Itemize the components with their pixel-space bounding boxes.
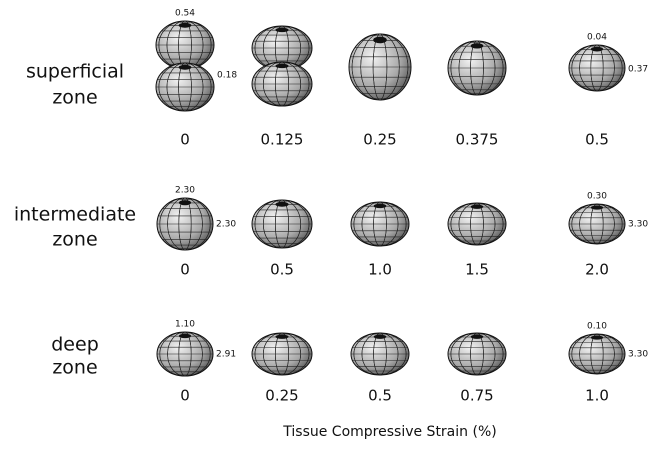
strain-label: 1.5 bbox=[465, 261, 489, 279]
pole bbox=[373, 37, 387, 44]
pole bbox=[179, 23, 192, 28]
strain-label: 0.5 bbox=[585, 131, 609, 149]
pole bbox=[179, 200, 191, 205]
strain-label: 0.5 bbox=[270, 261, 294, 279]
strain-label: 0.25 bbox=[265, 387, 298, 405]
side-annotation: 3.30 bbox=[628, 220, 648, 230]
pole bbox=[471, 335, 484, 339]
top-annotation: 0.30 bbox=[587, 192, 607, 202]
pole bbox=[179, 334, 191, 338]
strain-label: 0 bbox=[180, 261, 190, 279]
strain-label: 0.75 bbox=[460, 387, 493, 405]
top-annotation: 2.30 bbox=[175, 186, 195, 196]
top-annotation: 0.54 bbox=[175, 9, 195, 19]
pole bbox=[179, 65, 192, 70]
top-annotation: 0.04 bbox=[587, 33, 607, 43]
strain-label: 2.0 bbox=[585, 261, 609, 279]
pole bbox=[275, 64, 288, 68]
side-annotation: 2.91 bbox=[216, 350, 236, 360]
strain-label: 0.25 bbox=[363, 131, 396, 149]
row-label: zone bbox=[52, 87, 97, 109]
pole bbox=[591, 206, 603, 210]
pole bbox=[591, 336, 603, 340]
row-label: deep bbox=[51, 334, 99, 356]
pole bbox=[275, 28, 288, 32]
pole bbox=[471, 43, 484, 48]
pole bbox=[591, 47, 603, 52]
pole bbox=[471, 205, 484, 209]
side-annotation: 2.30 bbox=[216, 220, 236, 230]
side-annotation: 0.18 bbox=[217, 71, 237, 81]
row-label: zone bbox=[52, 229, 97, 251]
strain-label: 1.0 bbox=[368, 261, 392, 279]
side-annotation: 0.37 bbox=[628, 65, 648, 75]
strain-label: 0.125 bbox=[261, 131, 304, 149]
row-label: superficial bbox=[26, 61, 124, 83]
pole bbox=[275, 335, 288, 339]
side-annotation: 3.30 bbox=[628, 350, 648, 360]
top-annotation: 1.10 bbox=[175, 320, 195, 330]
strain-label: 0 bbox=[180, 387, 190, 405]
top-annotation: 0.10 bbox=[587, 322, 607, 332]
pole bbox=[374, 335, 387, 339]
strain-label: 0.375 bbox=[456, 131, 499, 149]
pole bbox=[275, 202, 288, 207]
row-label: zone bbox=[52, 357, 97, 379]
strain-label: 0.5 bbox=[368, 387, 392, 405]
x-axis-label: Tissue Compressive Strain (%) bbox=[282, 424, 496, 440]
pole bbox=[374, 204, 387, 208]
row-label: intermediate bbox=[14, 204, 136, 226]
figure: Tissue Compressive Strain (%) superficia… bbox=[0, 0, 653, 445]
strain-label: 0 bbox=[180, 131, 190, 149]
strain-label: 1.0 bbox=[585, 387, 609, 405]
